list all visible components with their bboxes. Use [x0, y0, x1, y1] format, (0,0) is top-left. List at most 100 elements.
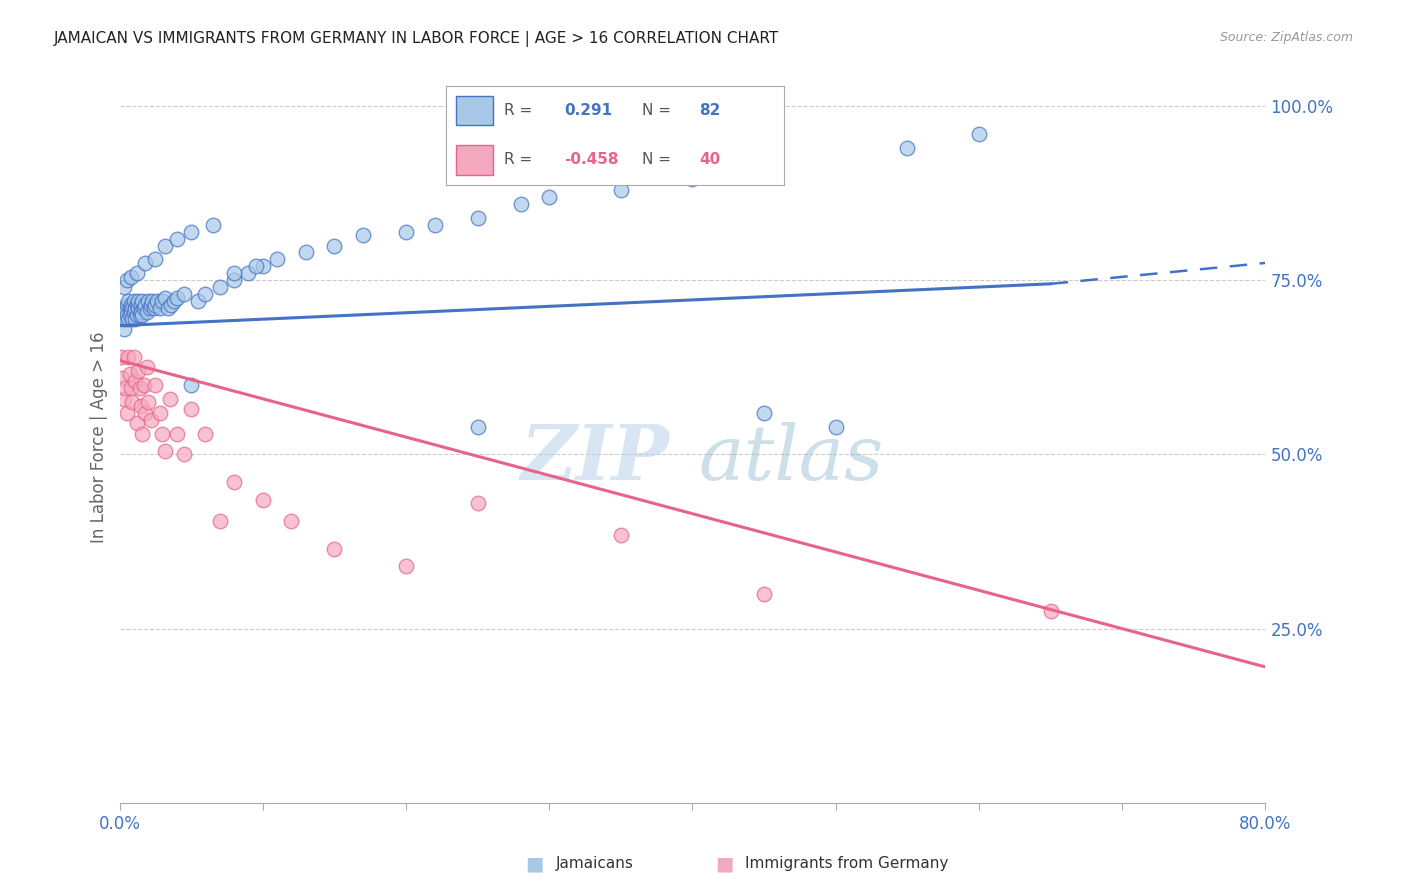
Point: [266, 252, 288, 267]
Text: Source: ZipAtlas.com: Source: ZipAtlas.com: [1219, 31, 1353, 45]
Point: [180, 402, 202, 417]
Point: [120, 269, 142, 284]
Point: [967, 127, 990, 141]
Point: [752, 406, 775, 420]
Point: [824, 419, 846, 434]
Point: [395, 225, 418, 239]
Point: [114, 304, 136, 318]
Point: [114, 381, 136, 395]
Point: [115, 406, 138, 420]
Point: [323, 541, 346, 556]
Point: [121, 311, 143, 326]
Point: [136, 294, 159, 309]
Point: [127, 294, 149, 309]
Text: ■: ■: [714, 854, 734, 873]
Point: [280, 514, 302, 528]
Point: [252, 492, 274, 507]
Point: [138, 301, 160, 316]
Point: [132, 301, 155, 316]
Point: [132, 377, 155, 392]
Point: [352, 228, 374, 243]
Point: [139, 412, 162, 426]
Point: [128, 308, 150, 322]
Point: [110, 350, 132, 364]
Point: [120, 304, 142, 318]
Point: [142, 301, 165, 316]
Point: [187, 294, 209, 309]
Point: [125, 266, 148, 280]
Point: [143, 252, 166, 267]
Point: [125, 308, 148, 322]
Point: [159, 392, 181, 406]
Point: [752, 587, 775, 601]
Point: [134, 406, 156, 420]
Point: [115, 273, 138, 287]
Point: [118, 368, 141, 382]
Point: [467, 496, 489, 510]
Point: [149, 406, 172, 420]
Point: [131, 426, 153, 441]
Point: [115, 308, 138, 322]
Point: [122, 294, 145, 309]
Point: [125, 416, 148, 430]
Point: [120, 298, 142, 312]
Point: [1039, 604, 1062, 618]
Point: [323, 238, 346, 252]
Point: [127, 364, 149, 378]
Point: [139, 298, 162, 312]
Point: [173, 448, 195, 462]
Point: [127, 301, 149, 316]
Text: Jamaicans: Jamaicans: [555, 856, 633, 871]
Point: [166, 291, 188, 305]
Point: [112, 280, 135, 294]
Point: [467, 211, 489, 225]
Point: [467, 419, 489, 434]
Point: [128, 381, 150, 395]
Text: ■: ■: [524, 854, 544, 873]
Text: ZIP: ZIP: [520, 422, 669, 496]
Point: [173, 287, 195, 301]
Point: [163, 294, 186, 309]
Point: [152, 294, 174, 309]
Point: [245, 260, 267, 274]
Point: [681, 172, 703, 186]
Text: atlas: atlas: [699, 422, 883, 496]
Point: [136, 395, 159, 409]
Y-axis label: In Labor Force | Age > 16: In Labor Force | Age > 16: [90, 331, 108, 543]
Point: [180, 225, 202, 239]
Point: [111, 308, 134, 322]
Point: [166, 426, 188, 441]
Point: [118, 301, 141, 316]
Point: [131, 308, 153, 322]
Point: [121, 395, 143, 409]
Point: [166, 231, 188, 245]
Point: [129, 298, 152, 312]
Point: [208, 514, 231, 528]
Point: [143, 377, 166, 392]
Point: [294, 245, 316, 260]
Point: [395, 558, 418, 573]
Point: [155, 444, 177, 458]
Point: [122, 350, 145, 364]
Point: [122, 304, 145, 318]
Point: [117, 311, 139, 326]
Point: [114, 311, 136, 326]
Point: [135, 360, 157, 375]
Point: [124, 375, 146, 389]
Point: [120, 381, 142, 395]
Point: [194, 287, 217, 301]
Point: [509, 196, 531, 211]
Point: [117, 350, 139, 364]
Point: [134, 256, 156, 270]
Point: [129, 304, 152, 318]
Point: [121, 301, 143, 316]
Point: [149, 301, 172, 316]
Point: [208, 280, 231, 294]
Point: [141, 294, 163, 309]
Point: [222, 273, 246, 287]
Point: [111, 371, 134, 385]
Point: [152, 426, 174, 441]
Point: [180, 377, 202, 392]
Point: [131, 294, 153, 309]
Point: [125, 298, 148, 312]
